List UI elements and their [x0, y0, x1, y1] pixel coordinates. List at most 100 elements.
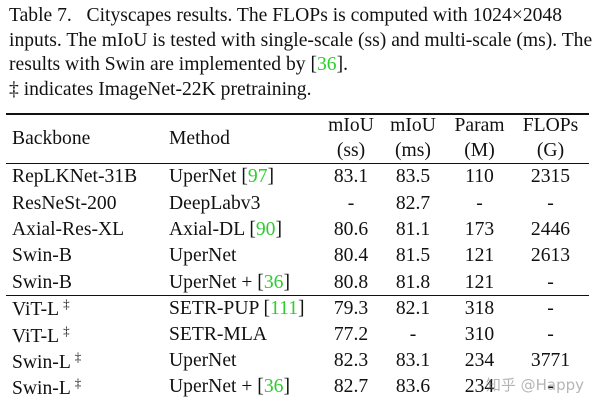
table-row: Swin-B UperNet 80.4 81.5 121 2613 [6, 243, 589, 269]
header-backbone: Backbone [12, 127, 91, 149]
cell-flops: - [547, 271, 554, 293]
cell-method: UperNet [97] [163, 163, 323, 191]
method-citation[interactable]: 36 [263, 271, 284, 293]
table-caption: Table 7. Cityscapes results. The FLOPs i… [9, 4, 593, 102]
cell-miou-ss: 82.7 [333, 376, 369, 398]
table-row: RepLKNet-31B UperNet [97] 83.1 83.5 110 … [6, 163, 589, 191]
table-header-rule [6, 163, 589, 164]
cell-flops: 3771 [530, 350, 571, 372]
cell-method: SETR-MLA [163, 322, 323, 348]
cell-param: 121 [464, 271, 495, 293]
cell-miou-ms: 81.8 [395, 271, 431, 293]
cell-method: SETR-PUP [111] [163, 296, 323, 322]
cell-param: 121 [464, 245, 495, 267]
header-miou-ss-top: mIoU [328, 115, 374, 136]
method-name: DeepLabv3 [169, 193, 261, 215]
cell-backbone: Swin-B [6, 243, 163, 269]
cell-miou-ms: 83.6 [395, 376, 431, 398]
cell-backbone: Axial-Res-XL [6, 217, 163, 243]
caption-label: Table 7. [9, 5, 72, 26]
method-name: SETR-PUP [ [169, 297, 271, 319]
header-miou-ms-bottom: (ms) [395, 139, 431, 161]
dagger-mark: ‡ [63, 296, 70, 312]
method-bracket: ] [267, 166, 275, 187]
method-citation[interactable]: 97 [247, 166, 268, 187]
cell-miou-ss: 80.8 [333, 271, 369, 293]
cell-flops: - [547, 324, 554, 346]
cell-backbone: Swin-B [6, 270, 163, 296]
cell-miou-ss: 77.2 [333, 324, 369, 346]
results-table: Backbone Method mIoU (ss) mIoU (ms) Para… [6, 114, 589, 401]
cell-param: 173 [464, 219, 495, 241]
table-row: Swin-L ‡ UperNet + [36] 82.7 83.6 234 - [6, 374, 589, 400]
header-miou-ms: mIoU (ms) [379, 114, 447, 163]
table-row: ViT-L ‡ SETR-MLA 77.2 - 310 - [6, 322, 589, 348]
backbone-name: Swin-L [12, 351, 71, 373]
cell-method: UperNet + [36] [163, 374, 323, 400]
cell-miou-ms: 81.5 [395, 245, 431, 267]
table-row: ViT-L ‡ SETR-PUP [111] 79.3 82.1 318 - [6, 296, 589, 322]
caption-text: Cityscapes results. The FLOPs is compute… [9, 5, 593, 75]
method-name: Axial-DL [ [169, 219, 256, 241]
method-name: UperNet [169, 350, 237, 372]
backbone-name: Axial-Res-XL [12, 219, 125, 241]
table-row: ResNeSt-200 DeepLabv3 - 82.7 - - [6, 191, 589, 217]
header-miou-ss: mIoU (ss) [323, 114, 379, 163]
cell-miou-ms: 83.1 [395, 350, 431, 372]
cell-backbone: RepLKNet-31B [6, 163, 163, 191]
cell-miou-ms: 81.1 [395, 219, 431, 241]
watermark: 知乎 @Happy [486, 374, 584, 395]
header-miou-ss-bottom: (ss) [336, 139, 366, 161]
cell-param: 234 [464, 376, 495, 398]
cell-method: UperNet [163, 348, 323, 374]
cell-miou-ss: 82.3 [333, 350, 369, 372]
cell-miou-ss: 80.4 [333, 245, 369, 267]
backbone-name: Swin-B [12, 271, 72, 293]
cell-miou-ms: 83.5 [395, 166, 431, 187]
method-citation[interactable]: 111 [270, 297, 299, 319]
cell-miou-ss: 83.1 [333, 166, 369, 187]
backbone-name: Swin-B [12, 245, 72, 267]
cell-backbone: ViT-L ‡ [6, 322, 163, 348]
cell-flops: 2613 [530, 245, 571, 267]
method-name: SETR-MLA [169, 324, 267, 346]
method-citation[interactable]: 90 [255, 219, 276, 241]
cell-method: UperNet [163, 243, 323, 269]
header-flops: FLOPs (G) [512, 114, 589, 163]
cell-param: 234 [464, 350, 495, 372]
cell-flops: - [547, 297, 554, 319]
header-method: Method [169, 127, 230, 149]
cell-miou-ms: 82.1 [395, 297, 431, 319]
method-bracket: ] [298, 297, 305, 319]
caption-footnote: ‡ indicates ImageNet-22K pretraining. [9, 78, 312, 100]
cell-miou-ms: - [409, 324, 417, 346]
table-row: Swin-L ‡ UperNet 82.3 83.1 234 3771 [6, 348, 589, 374]
cell-param: 318 [464, 297, 495, 319]
method-name: UperNet + [ [169, 376, 264, 398]
cell-backbone: Swin-L ‡ [6, 348, 163, 374]
method-bracket: ] [283, 271, 290, 293]
method-citation[interactable]: 36 [263, 376, 284, 398]
dagger-mark: ‡ [74, 374, 82, 390]
header-flops-bottom: (G) [536, 139, 565, 161]
caption-citation[interactable]: 36 [317, 54, 337, 75]
table-group-rule [6, 295, 589, 296]
dagger-mark: ‡ [74, 348, 82, 364]
cell-flops: - [547, 193, 554, 215]
table-row: Swin-B UperNet + [36] 80.8 81.8 121 - [6, 270, 589, 296]
header-param: Param (M) [447, 114, 512, 163]
table-top-rule [6, 113, 589, 115]
method-bracket: ] [283, 376, 290, 398]
cell-method: Axial-DL [90] [163, 217, 323, 243]
cell-method: UperNet + [36] [163, 270, 323, 296]
cell-miou-ss: 80.6 [333, 219, 369, 241]
caption-text-end: ]. [336, 54, 349, 75]
backbone-name: ViT-L [12, 325, 60, 347]
backbone-name: ResNeSt-200 [12, 193, 117, 215]
cell-flops: - [547, 376, 554, 398]
method-name: UperNet [ [169, 166, 248, 187]
backbone-name: ViT-L [12, 299, 60, 321]
watermark-text: 知乎 @Happy [485, 376, 584, 394]
cell-param: 110 [465, 166, 494, 187]
method-name: UperNet [169, 245, 237, 267]
